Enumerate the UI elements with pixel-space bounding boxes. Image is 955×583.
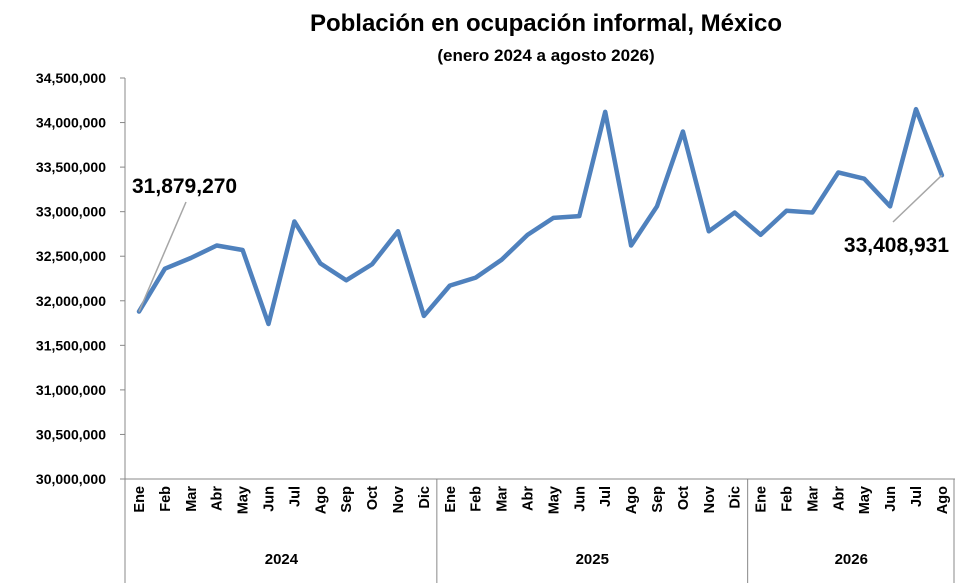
data-point [889, 205, 892, 208]
x-tick-label: Mar [495, 486, 511, 512]
y-tick-label: 32,000,000 [36, 293, 106, 309]
x-axis: Ene Feb Mar Abr May Jun Jul Ago Sep Oct Nov Dic Ene F… [124, 478, 955, 583]
annotation-label: 31,879,270 [132, 175, 237, 198]
data-point [811, 211, 814, 214]
y-tick-label: 34,000,000 [36, 115, 106, 131]
x-tick-label: Oct [676, 486, 692, 510]
y-tick-label: 31,500,000 [36, 337, 106, 353]
y-tick-label: 30,000,000 [36, 471, 106, 487]
x-tick-label: Feb [158, 486, 174, 512]
x-tick-label: Ago [624, 486, 640, 514]
x-tick-label: Abr [210, 486, 226, 511]
x-tick-label: Jun [262, 486, 278, 512]
data-point [189, 257, 192, 260]
chart-subtitle: (enero 2024 a agosto 2026) [437, 46, 654, 65]
x-tick-label: Dic [728, 486, 744, 509]
data-point [552, 216, 555, 219]
y-tick-label: 33,500,000 [36, 159, 106, 175]
x-tick-label: May [546, 486, 562, 514]
data-point [604, 110, 607, 113]
y-tick-label: 31,000,000 [36, 382, 106, 398]
year-label: 2024 [265, 551, 299, 568]
x-tick-label: Ene [132, 486, 148, 513]
data-point [837, 171, 840, 174]
x-tick-label: Ago [935, 486, 951, 514]
data-point [293, 220, 296, 223]
data-point [656, 205, 658, 208]
year-label: 2025 [576, 551, 609, 568]
annotation-leader-line [138, 201, 187, 312]
data-point [448, 284, 451, 287]
x-tick-label: Sep [339, 486, 355, 513]
x-tick-label: Feb [469, 486, 485, 512]
data-point [397, 230, 399, 233]
x-tick-label: Dic [417, 486, 433, 509]
x-tick-label: Jun [883, 486, 899, 512]
data-point [915, 108, 917, 111]
y-tick-label: 30,500,000 [36, 426, 106, 442]
x-tick-label: Jun [572, 486, 588, 512]
x-tick-label: Abr [521, 486, 537, 511]
x-tick-label: Abr [831, 486, 847, 511]
x-tick-label: Mar [805, 486, 821, 512]
x-tick-label: May [236, 486, 252, 514]
data-point [707, 230, 710, 233]
y-tick-label: 34,500,000 [36, 70, 106, 86]
plot-area [136, 106, 945, 327]
x-tick-label: Mar [184, 486, 200, 512]
x-tick-label: Ene [754, 486, 770, 513]
data-point [319, 262, 322, 265]
x-tick-label: Nov [391, 486, 407, 513]
data-point [785, 209, 788, 212]
x-tick-label: Jul [909, 486, 925, 507]
x-tick-label: Ago [313, 486, 329, 514]
data-point [215, 244, 218, 247]
x-tick-label: Jul [287, 486, 303, 507]
x-tick-label: Oct [365, 486, 381, 510]
x-tick-label: May [857, 486, 873, 514]
data-point [241, 248, 244, 251]
x-tick-label: Feb [780, 486, 796, 512]
data-point [681, 130, 684, 133]
annotation-leader-line [892, 174, 943, 223]
y-axis: 34,500,000 34,000,000 33,500,000 33,000,000… [36, 70, 126, 487]
data-point [474, 276, 477, 279]
data-point [526, 233, 529, 236]
x-tick-label: Nov [702, 486, 718, 513]
data-point [345, 279, 348, 282]
y-tick-label: 32,500,000 [36, 248, 106, 264]
x-tick-label: Ene [443, 486, 459, 513]
year-label: 2026 [835, 551, 868, 568]
x-tick-label: Sep [650, 486, 666, 513]
series-line [136, 106, 945, 327]
data-point [863, 177, 866, 180]
data-point [578, 215, 581, 218]
y-tick-label: 33,000,000 [36, 204, 106, 220]
chart-title: Población en ocupación informal, México [310, 10, 782, 37]
data-point [733, 211, 736, 214]
annotation-label: 33,408,931 [844, 234, 949, 257]
data-point [422, 314, 425, 317]
data-point [630, 244, 633, 247]
data-point [371, 263, 374, 266]
data-point [267, 322, 270, 325]
annotations: 31,879,270 33,408,931 [132, 174, 949, 312]
data-point [759, 233, 762, 236]
data-point [500, 258, 503, 261]
x-tick-label: Jul [598, 486, 614, 507]
data-point [163, 267, 166, 270]
